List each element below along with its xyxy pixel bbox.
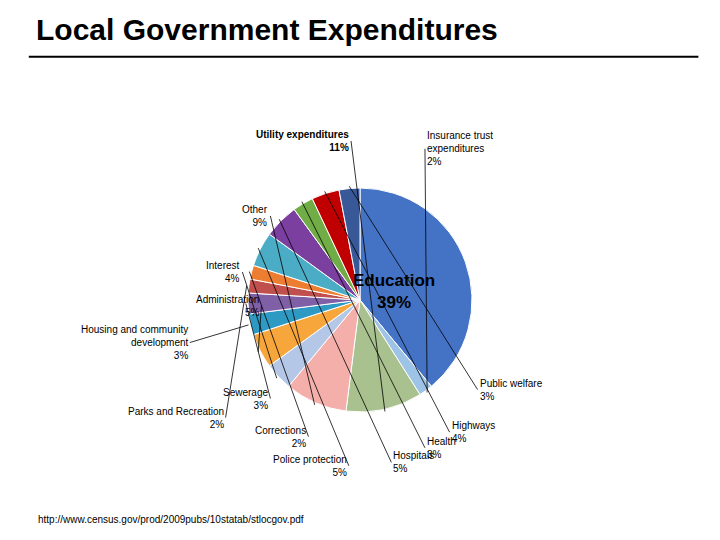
svg-text:Utility expenditures11%: Utility expenditures11% <box>256 129 349 153</box>
svg-text:Health3%: Health3% <box>427 436 456 460</box>
svg-text:Highways4%: Highways4% <box>452 420 495 444</box>
svg-text:Education39%: Education39% <box>353 271 435 312</box>
svg-text:Administration5%: Administration5% <box>196 294 259 318</box>
svg-text:Hospitals5%: Hospitals5% <box>393 450 434 474</box>
svg-text:Sewerage3%: Sewerage3% <box>223 387 268 411</box>
svg-text:Corrections2%: Corrections2% <box>255 425 306 449</box>
svg-text:Interest4%: Interest4% <box>206 260 240 284</box>
svg-text:Local Government Expenditures: Local Government Expenditures <box>36 13 498 46</box>
svg-text:http://www.census.gov/prod/200: http://www.census.gov/prod/2009pubs/10st… <box>38 514 304 525</box>
svg-text:Insurance trustexpenditures2%: Insurance trustexpenditures2% <box>427 130 493 167</box>
svg-text:Police protection5%: Police protection5% <box>273 454 347 478</box>
svg-text:Public welfare3%: Public welfare3% <box>480 378 543 402</box>
svg-text:Parks and Recreation2%: Parks and Recreation2% <box>128 406 224 430</box>
svg-text:Other9%: Other9% <box>242 204 268 228</box>
svg-text:Housing and communitydevelopme: Housing and communitydevelopment3% <box>81 324 188 361</box>
